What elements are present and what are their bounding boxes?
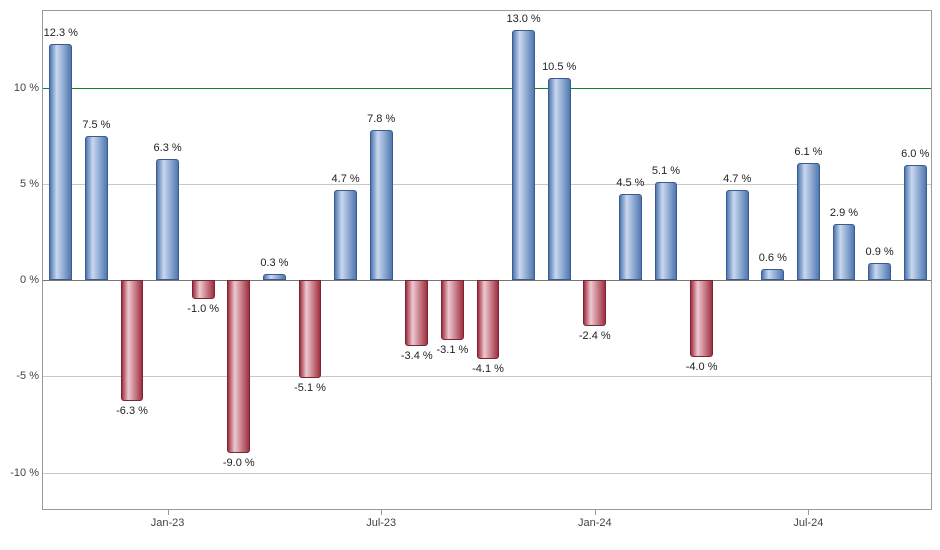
bar: [619, 194, 642, 281]
y-axis-tick-label: 0 %: [20, 274, 43, 286]
bar-value-label: -5.1 %: [294, 382, 326, 394]
bar: [477, 280, 500, 359]
bar: [85, 136, 108, 280]
bar: [334, 190, 357, 280]
bar: [726, 190, 749, 280]
bar: [690, 280, 713, 357]
bar-value-label: 7.8 %: [367, 113, 395, 125]
bar-value-label: 6.1 %: [794, 146, 822, 158]
y-axis-tick-label: -10 %: [10, 467, 43, 479]
bar: [121, 280, 144, 401]
bar: [49, 44, 72, 281]
bar: [263, 274, 286, 280]
bar-value-label: 7.5 %: [82, 119, 110, 131]
x-axis-tick-label: Jul-23: [366, 509, 396, 529]
bar: [156, 159, 179, 280]
y-axis-tick-label: -5 %: [16, 370, 43, 382]
bar-value-label: 12.3 %: [44, 27, 78, 39]
bar: [548, 78, 571, 280]
bar-value-label: 0.9 %: [866, 246, 894, 258]
bar-value-label: -9.0 %: [223, 457, 255, 469]
bar-value-label: -6.3 %: [116, 405, 148, 417]
bar: [904, 165, 927, 280]
y-axis-tick-label: 5 %: [20, 178, 43, 190]
bar-value-label: 6.3 %: [154, 142, 182, 154]
bar-value-label: -3.1 %: [436, 344, 468, 356]
bar: [227, 280, 250, 453]
bar-value-label: 13.0 %: [506, 13, 540, 25]
bar: [441, 280, 464, 340]
bar-value-label: 4.7 %: [723, 173, 751, 185]
bar-value-label: 6.0 %: [901, 148, 929, 160]
y-axis-tick-label: 10 %: [14, 82, 43, 94]
bar: [370, 130, 393, 280]
bar: [655, 182, 678, 280]
bar-chart: -10 % -5 % 0 % 5 % 10 % 12.3 % 7.5 % -6.3 % 6.3 …: [0, 0, 940, 550]
bar-value-label: 5.1 %: [652, 165, 680, 177]
bar-value-label: 4.5 %: [616, 177, 644, 189]
bar: [833, 224, 856, 280]
bar-value-label: 0.6 %: [759, 252, 787, 264]
bar: [797, 163, 820, 280]
bar-value-label: 10.5 %: [542, 61, 576, 73]
bar-value-label: -4.0 %: [686, 361, 718, 373]
gridline: [43, 376, 931, 377]
bar-value-label: -1.0 %: [187, 303, 219, 315]
x-axis-tick-label: Jan-24: [578, 509, 612, 529]
bar: [192, 280, 215, 299]
bar: [299, 280, 322, 378]
bar: [583, 280, 606, 326]
bar: [761, 269, 784, 281]
x-axis-tick-label: Jan-23: [151, 509, 185, 529]
gridline: [43, 88, 931, 89]
bar: [868, 263, 891, 280]
bar-value-label: -2.4 %: [579, 330, 611, 342]
bar: [405, 280, 428, 345]
bar-value-label: 0.3 %: [260, 257, 288, 269]
bar-value-label: -4.1 %: [472, 363, 504, 375]
bar-value-label: -3.4 %: [401, 350, 433, 362]
x-axis-tick-label: Jul-24: [793, 509, 823, 529]
gridline: [43, 473, 931, 474]
bar-value-label: 2.9 %: [830, 207, 858, 219]
plot-area: -10 %-5 %0 %5 %10 %12.3 %7.5 %-6.3 %6.3 …: [42, 10, 932, 510]
bar: [512, 30, 535, 280]
bar-value-label: 4.7 %: [332, 173, 360, 185]
